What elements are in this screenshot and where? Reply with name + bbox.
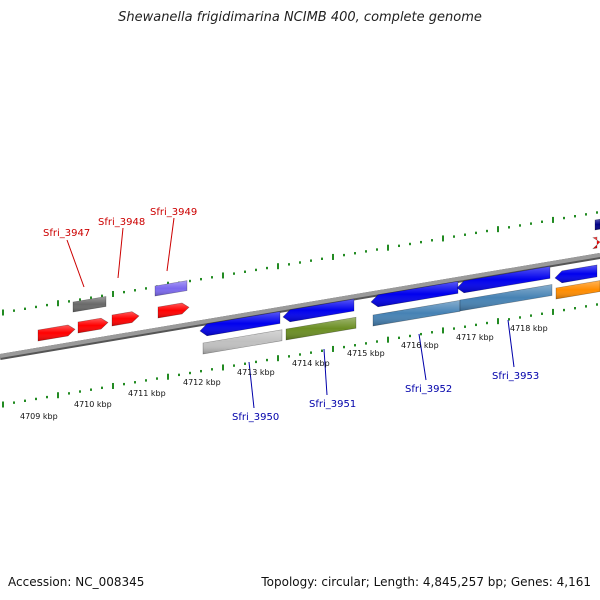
leader-sfri-3952 bbox=[418, 333, 427, 381]
gene-label-sfri-3948: Sfri_3948 bbox=[98, 217, 145, 228]
gene-label-sfri-3952: Sfri_3952 bbox=[405, 384, 452, 395]
scale-label-4713: 4713 kbp bbox=[237, 368, 275, 377]
topology-text: Topology: circular; Length: 4,845,257 bp… bbox=[261, 575, 591, 589]
cds-sfri-3948-shading bbox=[77, 317, 109, 334]
cog-sfri-3952-shading bbox=[372, 300, 461, 327]
scale-label-4710: 4710 kbp bbox=[74, 400, 112, 409]
scale-label-4718: 4718 kbp bbox=[510, 324, 548, 333]
leader-sfri-3949 bbox=[166, 217, 175, 272]
gene-label-sfri-3949: Sfri_3949 bbox=[150, 207, 197, 218]
cds-sfri-3947-shading bbox=[37, 324, 76, 342]
scale-labels: 4709 kbp 4710 kbp 4711 kbp 4712 kbp 4713… bbox=[20, 324, 548, 421]
gene-label-sfri-3953: Sfri_3953 bbox=[492, 371, 539, 382]
scale-label-4709: 4709 kbp bbox=[20, 412, 58, 421]
map-title: Shewanella frigidimarina NCIMB 400, comp… bbox=[118, 10, 482, 25]
gene-label-sfri-3947: Sfri_3947 bbox=[43, 228, 90, 239]
leader-sfri-3950 bbox=[248, 361, 255, 409]
cog-next-shading bbox=[555, 280, 600, 300]
lower-tick-track bbox=[2, 303, 598, 408]
gene-labels: Sfri_3947 Sfri_3948 Sfri_3949 Sfri_3950 … bbox=[43, 207, 539, 423]
accession-text: Accession: NC_008345 bbox=[8, 575, 145, 589]
gene-features bbox=[37, 218, 600, 355]
cds-edge-blue-shading bbox=[594, 218, 600, 231]
label-leaders bbox=[66, 217, 515, 409]
leader-sfri-3948 bbox=[117, 227, 124, 279]
scale-label-4714: 4714 kbp bbox=[292, 359, 330, 368]
cog-sfri-3947-shading bbox=[72, 296, 107, 313]
cds-next-shading bbox=[554, 264, 598, 284]
cds-sfri-3948b-shading bbox=[111, 311, 140, 327]
gene-label-sfri-3951: Sfri_3951 bbox=[309, 399, 356, 410]
leader-sfri-3953 bbox=[507, 319, 515, 368]
scale-label-4717: 4717 kbp bbox=[456, 333, 494, 342]
cds-sfri-3949-shading bbox=[157, 302, 190, 319]
leader-sfri-3951 bbox=[323, 348, 328, 396]
leader-sfri-3947 bbox=[66, 239, 85, 288]
cog-sfri-3950-shading bbox=[202, 329, 283, 355]
scale-label-4712: 4712 kbp bbox=[183, 378, 221, 387]
cds-sfri-3953-shading bbox=[456, 265, 551, 294]
cds-edge-red-shading bbox=[592, 236, 600, 250]
cds-sfri-3951-shading bbox=[282, 298, 355, 323]
cds-sfri-3950-shading bbox=[199, 311, 281, 337]
scale-label-4711: 4711 kbp bbox=[128, 389, 166, 398]
cog-sfri-3953-shading bbox=[459, 284, 553, 312]
genome-backbone bbox=[0, 253, 600, 358]
cog-sfri-3949-shading bbox=[154, 280, 188, 297]
scale-label-4715: 4715 kbp bbox=[347, 349, 385, 358]
gene-label-sfri-3950: Sfri_3950 bbox=[232, 412, 279, 423]
scale-label-4716: 4716 kbp bbox=[401, 341, 439, 350]
cog-sfri-3951-shading bbox=[285, 316, 357, 341]
